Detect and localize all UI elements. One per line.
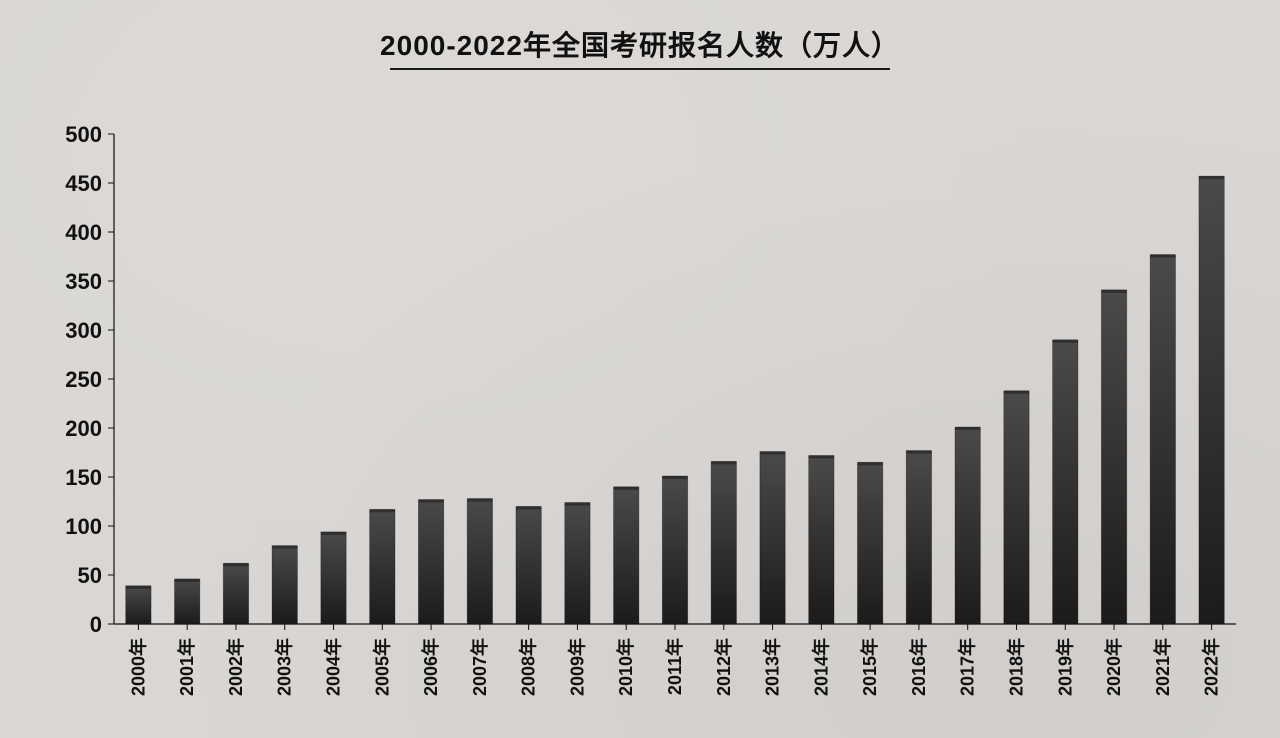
bar: [857, 462, 882, 624]
bar: [272, 546, 297, 624]
bar: [1199, 176, 1224, 624]
y-tick-label: 0: [90, 612, 102, 637]
plot-area: 0 50 100 150 200 250 300 350 400 450 500 2000年 2001年…: [24, 80, 1256, 720]
x-tick-label: 2005年: [371, 638, 392, 696]
y-tick-label: 350: [65, 269, 102, 294]
x-tick-label: 2011年: [664, 638, 685, 695]
bar: [1101, 290, 1126, 624]
x-tick-label: 2006年: [420, 638, 441, 696]
title-wrap: 2000-2022年全国考研报名人数（万人）: [24, 24, 1256, 70]
x-tick-label: 2019年: [1054, 638, 1075, 696]
y-tick-label: 50: [78, 563, 102, 588]
bar: [370, 509, 395, 624]
x-tick-label: 2012年: [713, 638, 734, 696]
x-tick-label: 2009年: [566, 638, 587, 696]
bar: [1150, 255, 1175, 624]
bar: [809, 455, 834, 624]
bar: [174, 579, 199, 624]
y-tick-label: 250: [65, 367, 102, 392]
x-tick-label: 2022年: [1201, 638, 1222, 696]
bar: [126, 586, 151, 624]
x-tick-label: 2008年: [518, 638, 539, 696]
bar: [1053, 340, 1078, 624]
x-tick-label: 2015年: [859, 638, 880, 696]
x-tick-label: 2017年: [957, 638, 978, 696]
bar: [321, 532, 346, 624]
x-tick-label: 2002年: [225, 638, 246, 696]
bar: [467, 499, 492, 624]
bar-chart-svg: 0 50 100 150 200 250 300 350 400 450 500 2000年 2001年…: [24, 80, 1256, 720]
x-tick-label: 2007年: [469, 638, 490, 696]
x-tick-label: 2013年: [762, 638, 783, 696]
bar: [760, 452, 785, 624]
bar: [662, 476, 687, 624]
x-tick-label: 2014年: [810, 638, 831, 696]
y-tick-label: 150: [65, 465, 102, 490]
x-tick-label: 2016年: [908, 638, 929, 696]
x-tick-label: 2001年: [176, 638, 197, 696]
x-tick-label: 2004年: [323, 638, 344, 696]
bar: [516, 506, 541, 624]
bar: [955, 427, 980, 624]
x-tick-label: 2018年: [1005, 638, 1026, 696]
x-tick-label: 2003年: [274, 638, 295, 696]
y-tick-label: 500: [65, 122, 102, 147]
y-tick-label: 450: [65, 171, 102, 196]
chart-title: 2000-2022年全国考研报名人数（万人）: [380, 24, 900, 70]
bar: [1004, 391, 1029, 624]
bar: [565, 502, 590, 624]
x-tick-label: 2010年: [615, 638, 636, 696]
y-tick-label: 300: [65, 318, 102, 343]
bar: [223, 563, 248, 624]
y-tick-label: 200: [65, 416, 102, 441]
x-tick-label: 2020年: [1103, 638, 1124, 696]
y-tick-label: 100: [65, 514, 102, 539]
x-tick-label: 2000年: [127, 638, 148, 696]
y-tick-label: 400: [65, 220, 102, 245]
bar: [614, 487, 639, 624]
x-tick-label: 2021年: [1152, 638, 1173, 696]
bar: [418, 500, 443, 624]
bar: [711, 461, 736, 624]
chart-container: 2000-2022年全国考研报名人数（万人） 0 50 100 150 200 250 30…: [0, 0, 1280, 738]
bar: [906, 451, 931, 624]
